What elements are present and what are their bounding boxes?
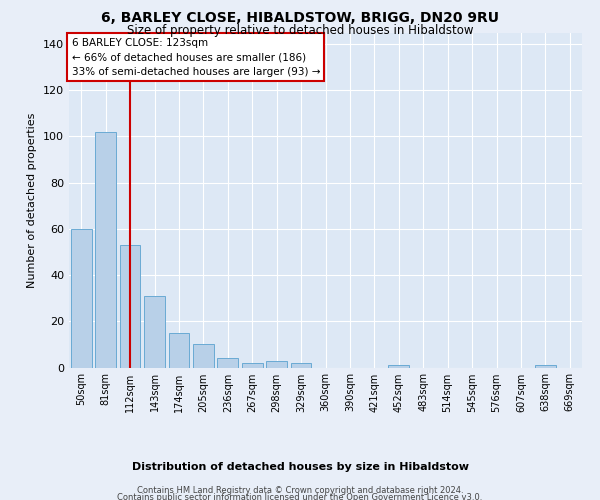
Bar <box>290 363 311 368</box>
Bar <box>388 365 409 368</box>
Bar <box>71 229 92 368</box>
Bar <box>144 296 165 368</box>
Bar <box>169 333 190 368</box>
Text: Size of property relative to detached houses in Hibaldstow: Size of property relative to detached ho… <box>127 24 473 37</box>
Bar <box>193 344 214 368</box>
Text: Contains public sector information licensed under the Open Government Licence v3: Contains public sector information licen… <box>118 494 482 500</box>
Bar <box>266 360 287 368</box>
Bar <box>217 358 238 368</box>
Text: 6 BARLEY CLOSE: 123sqm
← 66% of detached houses are smaller (186)
33% of semi-de: 6 BARLEY CLOSE: 123sqm ← 66% of detached… <box>71 38 320 77</box>
Bar <box>119 245 140 368</box>
Text: Contains HM Land Registry data © Crown copyright and database right 2024.: Contains HM Land Registry data © Crown c… <box>137 486 463 495</box>
Y-axis label: Number of detached properties: Number of detached properties <box>28 112 37 288</box>
Bar <box>535 365 556 368</box>
Text: 6, BARLEY CLOSE, HIBALDSTOW, BRIGG, DN20 9RU: 6, BARLEY CLOSE, HIBALDSTOW, BRIGG, DN20… <box>101 11 499 25</box>
Bar <box>95 132 116 368</box>
Text: Distribution of detached houses by size in Hibaldstow: Distribution of detached houses by size … <box>131 462 469 472</box>
Bar <box>242 363 263 368</box>
